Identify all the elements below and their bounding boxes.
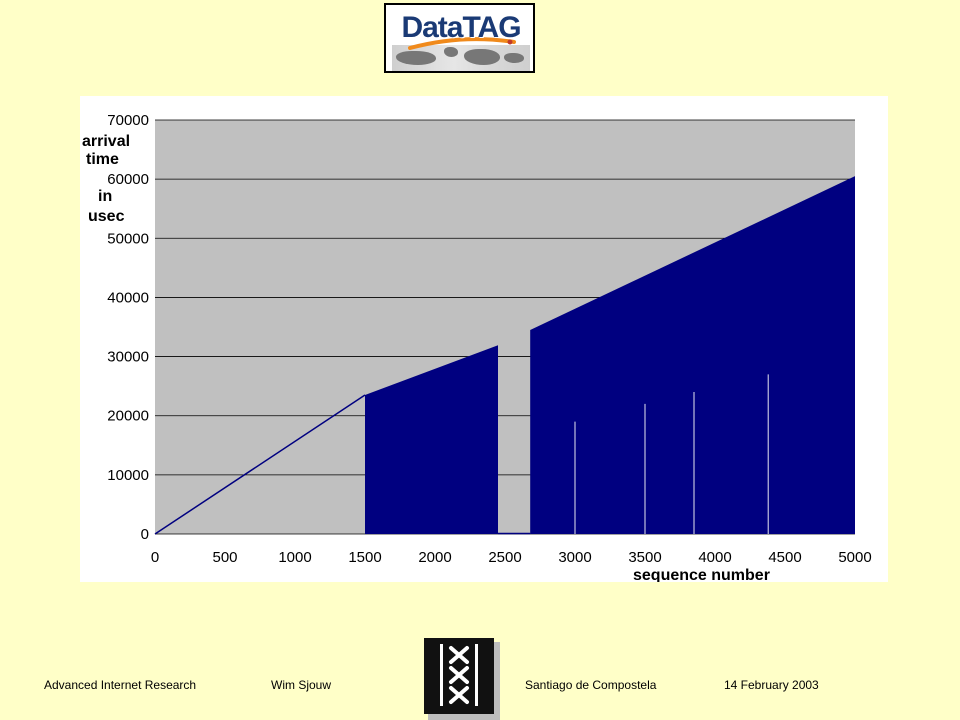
y-axis-title-line: usec [88, 208, 125, 225]
y-axis-title-line: in [98, 188, 112, 205]
footer-date: 14 February 2003 [724, 678, 819, 692]
arrival-time-chart: 0 10000 20000 30000 40000 50000 60000 70000 0 500… [82, 112, 872, 582]
y-tick-label: 30000 [107, 349, 149, 366]
x-axis-title: sequence number [633, 567, 770, 582]
x-tick-label: 4500 [768, 549, 801, 566]
footer-place: Santiago de Compostela [525, 678, 657, 692]
x-tick-label: 3500 [628, 549, 661, 566]
y-tick-label: 10000 [107, 467, 149, 484]
y-axis-title-line: arrival [82, 133, 130, 150]
datatag-logo: DataTAG [384, 3, 535, 73]
x-tick-label: 3000 [558, 549, 591, 566]
y-tick-label: 0 [141, 526, 149, 543]
x-tick-label: 4000 [698, 549, 731, 566]
y-tick-label: 70000 [107, 112, 149, 129]
x-tick-label: 2000 [418, 549, 451, 566]
footer-author: Wim Sjouw [271, 678, 332, 692]
university-crest-logo [424, 638, 500, 720]
series-line [154, 394, 366, 535]
series-area-block-1 [365, 345, 498, 534]
x-tick-label: 0 [151, 549, 159, 566]
logo-wordmark: DataTAG [401, 11, 521, 44]
x-tick-label: 5000 [838, 549, 871, 566]
y-axis-title-line: time [86, 151, 119, 168]
x-tick-label: 2500 [488, 549, 521, 566]
footer-organization: Advanced Internet Research [44, 678, 197, 692]
chart-panel: 0 10000 20000 30000 40000 50000 60000 70000 0 500… [80, 96, 888, 582]
series-area-block-2 [530, 176, 855, 534]
y-tick-label: 60000 [107, 171, 149, 188]
y-tick-label: 20000 [107, 408, 149, 425]
x-tick-label: 1000 [278, 549, 311, 566]
slide-footer: Advanced Internet Research Wim Sjouw San… [0, 678, 960, 698]
world-map-graphic [392, 45, 530, 71]
y-tick-label: 50000 [107, 230, 149, 247]
x-tick-label: 1500 [348, 549, 381, 566]
y-tick-label: 40000 [107, 289, 149, 306]
orange-swoosh-icon [408, 37, 516, 50]
x-tick-label: 500 [212, 549, 237, 566]
